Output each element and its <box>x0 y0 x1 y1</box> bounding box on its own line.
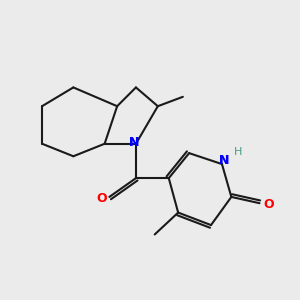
Text: N: N <box>129 136 140 149</box>
Text: O: O <box>96 192 107 205</box>
Text: N: N <box>219 154 229 167</box>
Text: N: N <box>219 154 229 167</box>
Text: N: N <box>129 136 140 149</box>
Text: O: O <box>264 198 274 211</box>
Text: H: H <box>234 147 242 157</box>
